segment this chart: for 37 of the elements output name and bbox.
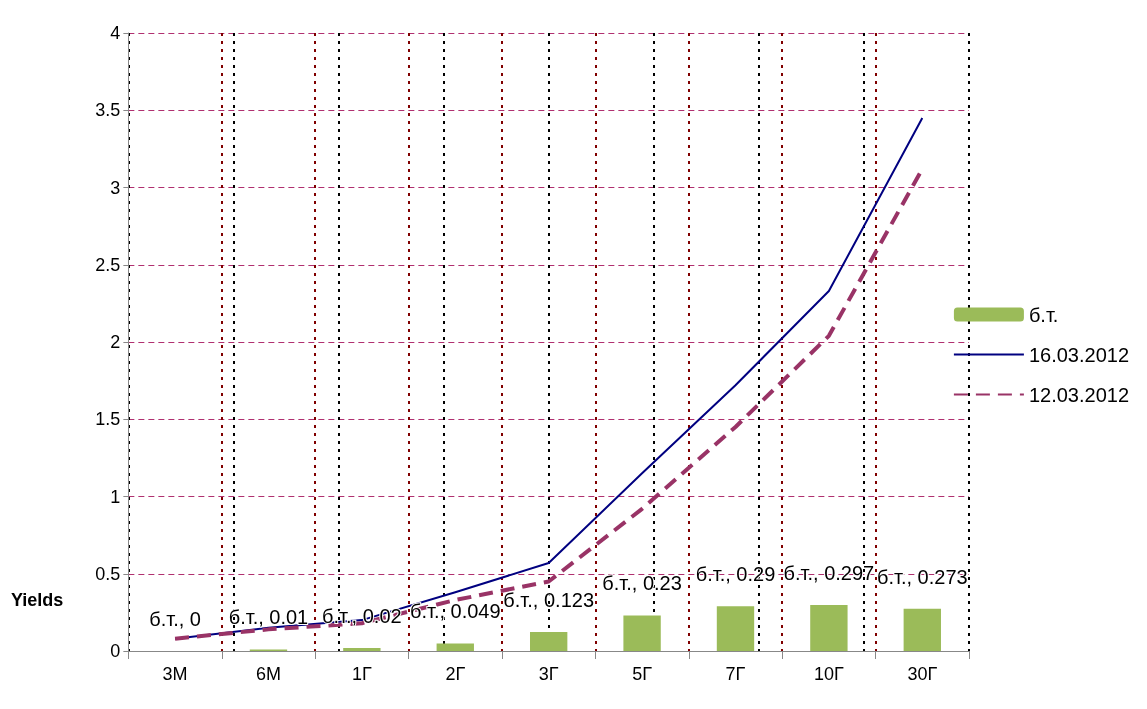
y-tick-label: 1 [110,486,121,507]
y-tick-label: 3 [110,177,121,198]
legend-label: 12.03.2012 [1028,383,1130,406]
bar [810,605,848,651]
y-tick-label: 2.5 [95,254,121,275]
data-label: б.т., 0.273 [876,565,968,588]
bar [623,615,661,651]
data-label: б.т., 0.123 [503,589,595,611]
y-tick-label: 3.5 [95,100,121,121]
y-tick-label: 4 [110,23,121,43]
y-axis-title: Yields [11,590,64,610]
bar [436,643,474,651]
y-tick-label: 0 [110,641,121,661]
x-tick-label: 2Г [445,664,466,684]
data-label: б.т., 0.01 [228,606,309,629]
y-tick-label: 2 [110,332,121,352]
data-label: б.т., 0.29 [695,563,776,586]
legend-label: б.т. [1028,303,1059,326]
data-label: б.т., 0.23 [602,572,682,595]
bar [903,608,941,651]
x-tick-label: 3Г [538,664,559,684]
bar [343,647,381,651]
data-label: б.т., 0 [149,608,201,630]
x-tick-label: 7Г [725,664,746,684]
data-label: б.т., 0.297 [783,562,875,585]
legend-label: 16.03.2012 [1028,343,1130,366]
data-label: б.т., 0.049 [409,600,501,623]
y-tick-label: 1.5 [95,409,121,430]
bar [716,606,755,651]
x-tick-label: 6M [255,664,281,684]
x-tick-label: 5Г [632,664,653,684]
x-tick-label: 1Г [351,664,372,684]
bar [530,632,568,651]
x-tick-label: 30Г [907,664,938,684]
x-tick-label: 3M [162,664,188,684]
y-tick-label: 0.5 [95,563,121,584]
x-tick-label: 10Г [814,664,845,684]
